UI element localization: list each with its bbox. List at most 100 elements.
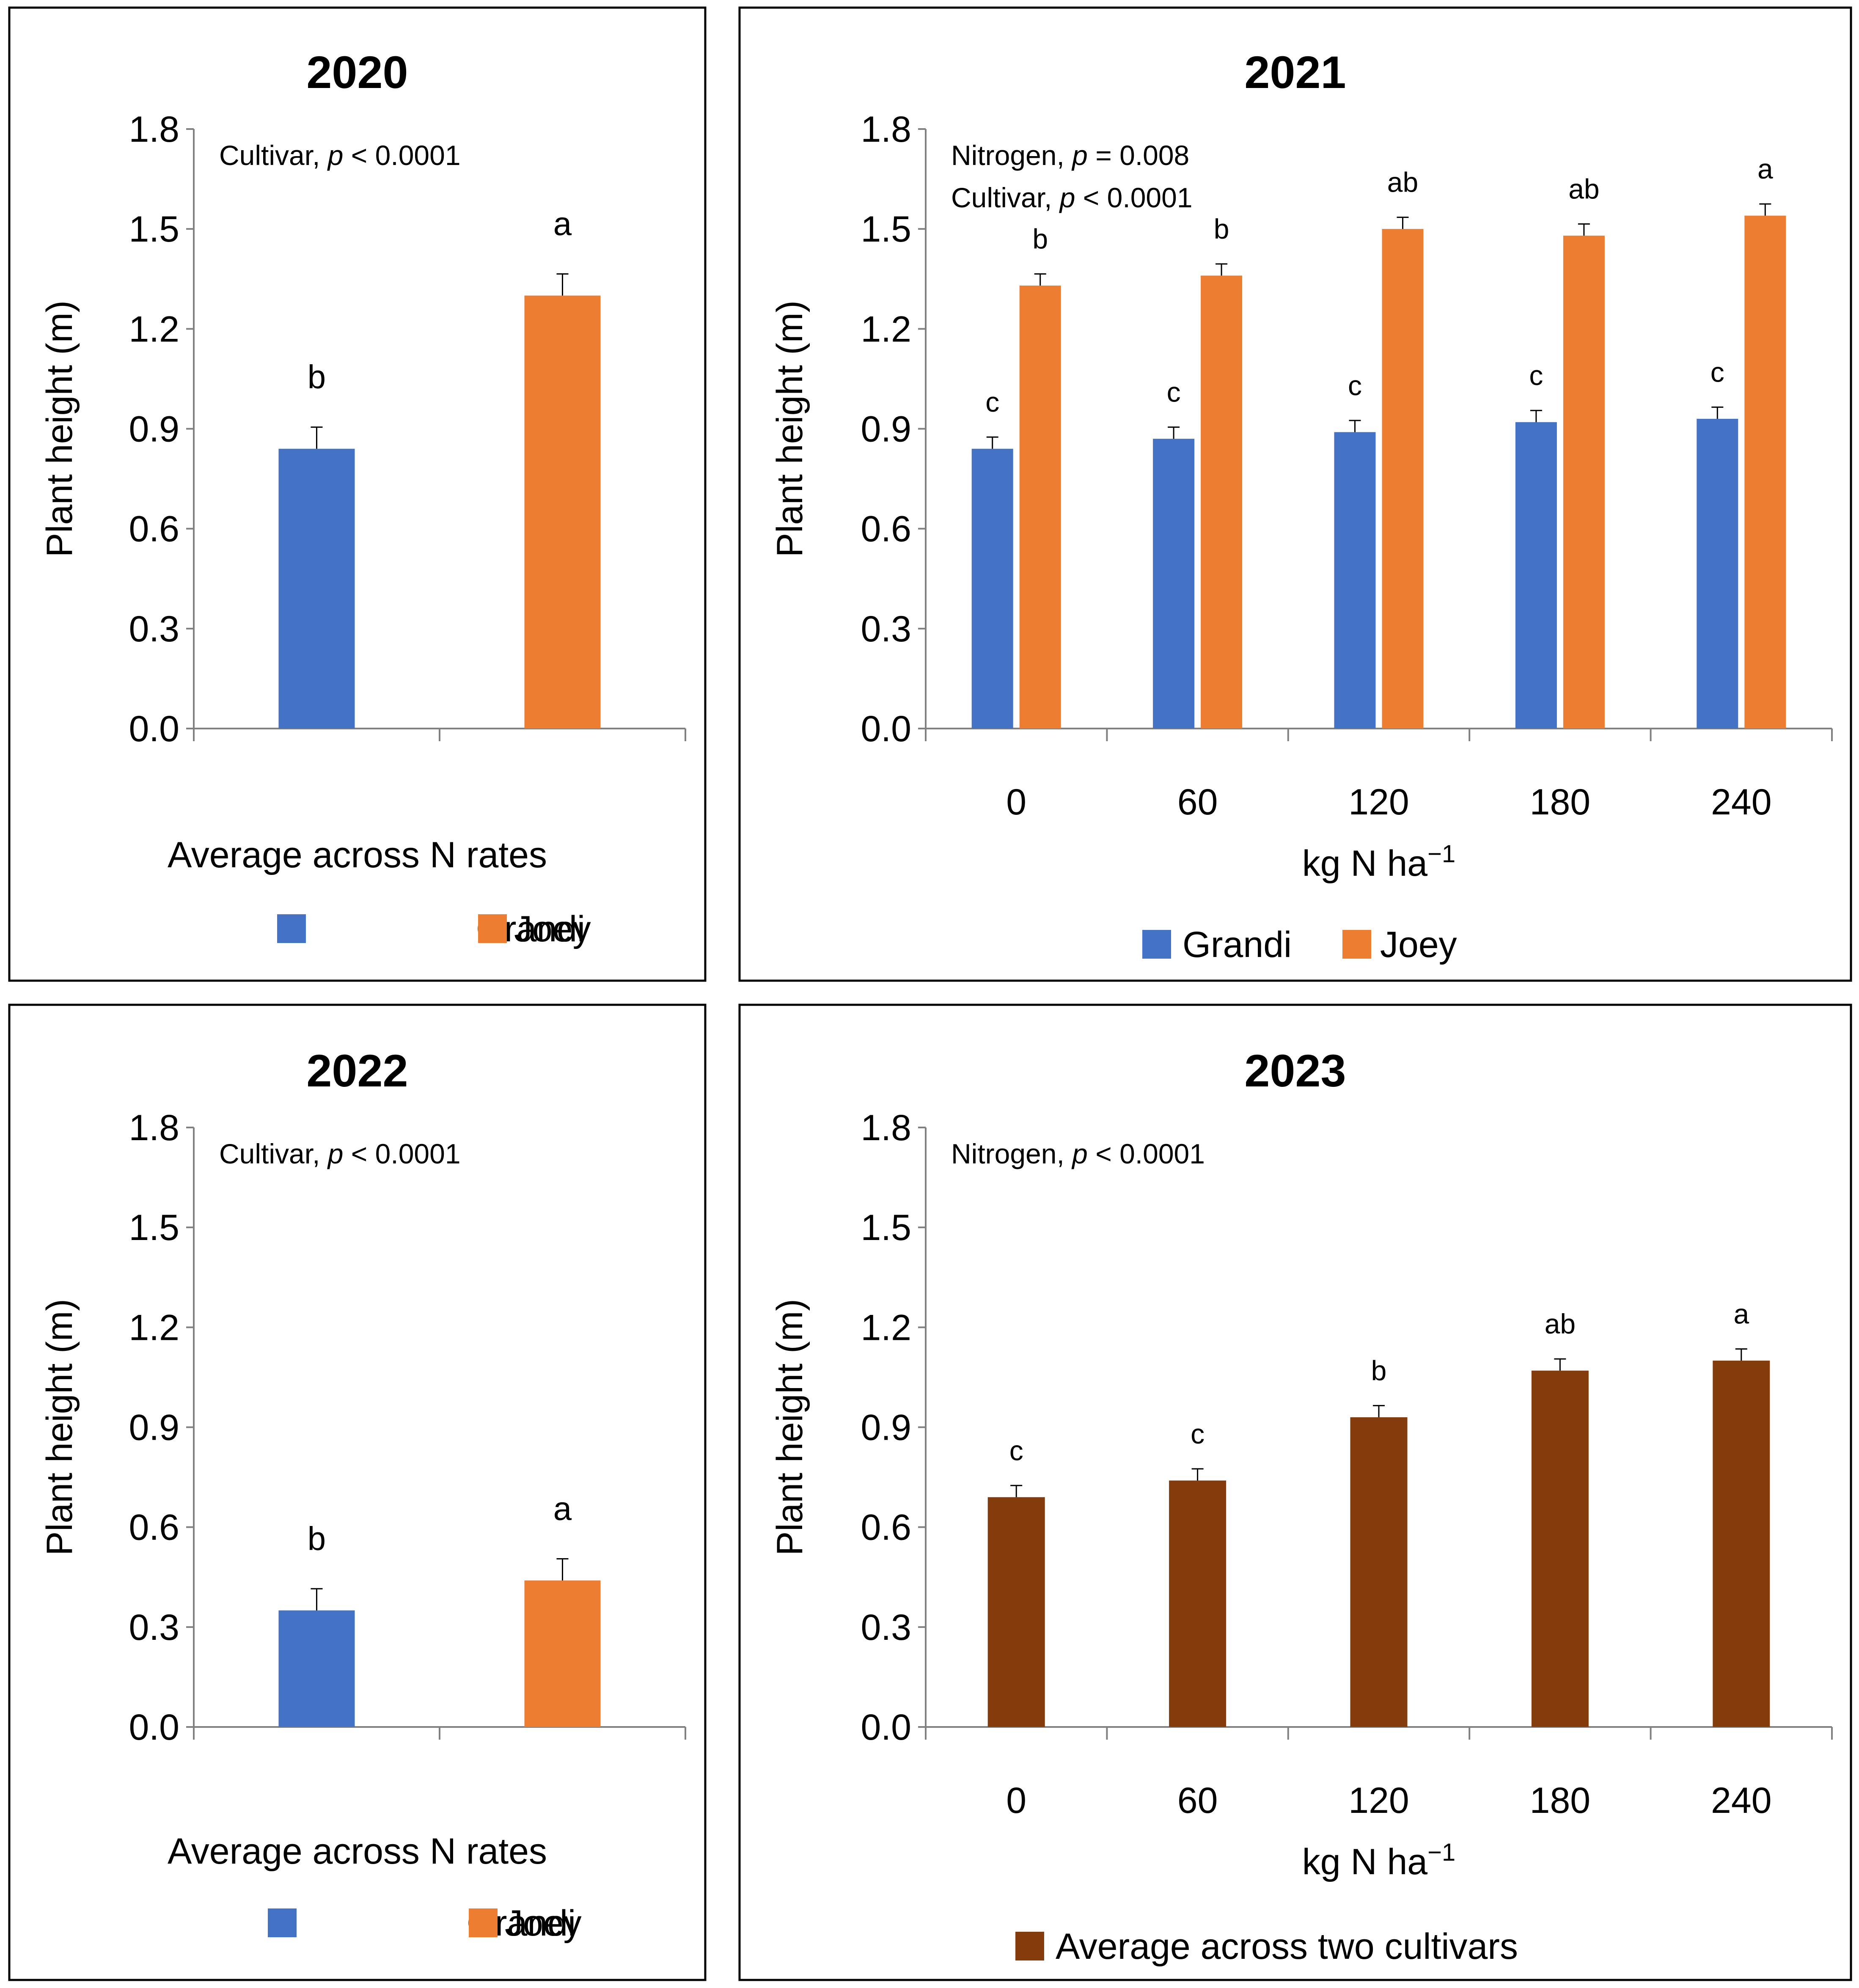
y-tick-label: 1.2	[861, 1307, 911, 1348]
legend-swatch	[277, 914, 306, 943]
y-tick-label: 0.0	[861, 1707, 911, 1748]
legend-label: Joey	[514, 909, 591, 949]
bar-Grandi	[278, 448, 355, 729]
y-tick-label: 0.6	[129, 1507, 179, 1548]
significance-letter: ab	[1545, 1308, 1576, 1339]
y-tick-label: 0.3	[129, 609, 179, 649]
x-axis-title: Average across N rates	[168, 835, 547, 875]
y-axis-title: Plant height (m)	[770, 1299, 810, 1556]
x-axis-title: kg N ha−1	[1302, 1839, 1456, 1883]
x-tick-label: 60	[1177, 782, 1218, 822]
y-tick-label: 1.2	[861, 309, 911, 349]
y-tick-label: 0.3	[861, 1607, 911, 1648]
panel-2022: 2022 0.0 0.3 0.6 0.9 1.2 1.5 1.8 Plant height (m…	[8, 1004, 707, 1981]
bar-Grandi	[1334, 432, 1376, 729]
x-tick-label: 240	[1711, 782, 1772, 822]
bar-Average across two cultivars	[1169, 1480, 1226, 1727]
significance-letter: c	[1529, 360, 1543, 391]
x-tick-label: 120	[1348, 782, 1409, 822]
x-axis-title: Average across N rates	[168, 1831, 547, 1872]
significance-letter: c	[1009, 1435, 1023, 1466]
y-tick-label: 1.2	[129, 1307, 179, 1348]
y-tick-label: 0.0	[861, 709, 911, 749]
x-tick-label: 240	[1711, 1780, 1772, 1821]
bar-Joey	[1019, 285, 1061, 729]
y-tick-label: 0.9	[129, 409, 179, 450]
y-tick-label: 1.5	[129, 209, 179, 250]
significance-letter: a	[1757, 153, 1773, 184]
legend-label: Average across two cultivars	[1056, 1926, 1518, 1967]
y-tick-label: 0.9	[129, 1408, 179, 1448]
y-axis-title: Plant height (m)	[770, 300, 810, 557]
significance-letter: b	[1032, 223, 1048, 254]
panel-2023: 2023 0.0 0.3 0.6 0.9 1.2 1.5 1.8 Plant height (m…	[738, 1004, 1852, 1981]
stat-annotation: Cultivar, p < 0.0001	[219, 1138, 461, 1169]
bar-Joey	[524, 295, 601, 729]
y-axis-title: Plant height (m)	[39, 1299, 80, 1556]
y-tick-label: 0.0	[129, 1707, 179, 1748]
bar-Grandi	[971, 448, 1013, 729]
significance-letter: c	[1191, 1418, 1204, 1449]
y-tick-label: 1.8	[129, 1108, 179, 1148]
x-axis-title: kg N ha−1	[1302, 840, 1456, 884]
x-tick-label: 180	[1530, 1780, 1591, 1821]
panel-2020: 2020 0.0 0.3 0.6 0.9 1.2 1.5 1.8 Plant height (m…	[8, 6, 707, 982]
stat-annotation: Cultivar, p < 0.0001	[219, 140, 461, 171]
y-tick-label: 1.8	[129, 109, 179, 150]
y-tick-label: 0.0	[129, 709, 179, 749]
significance-letter: a	[1733, 1298, 1749, 1330]
legend-label: Joey	[505, 1903, 582, 1944]
y-tick-label: 0.6	[861, 1507, 911, 1548]
y-tick-label: 1.5	[861, 209, 911, 250]
significance-letter: a	[553, 1490, 572, 1527]
y-tick-label: 0.9	[861, 1408, 911, 1448]
legend-swatch	[268, 1908, 297, 1937]
bar-Joey	[1563, 235, 1605, 729]
legend-label: Joey	[1380, 924, 1457, 965]
bar-Joey	[1744, 215, 1786, 729]
bar-Joey	[524, 1580, 601, 1727]
chart-title: 2023	[1244, 1045, 1346, 1096]
y-tick-label: 0.3	[861, 609, 911, 649]
bar-Average across two cultivars	[1713, 1361, 1770, 1727]
chart-title: 2021	[1244, 47, 1346, 98]
legend-swatch	[1015, 1932, 1044, 1961]
significance-letter: b	[308, 1520, 326, 1557]
y-tick-label: 1.2	[129, 309, 179, 349]
stat-annotation: Cultivar, p < 0.0001	[951, 182, 1193, 213]
x-tick-label: 0	[1006, 782, 1026, 822]
y-tick-label: 1.8	[861, 1108, 911, 1148]
x-tick-label: 0	[1006, 1780, 1026, 1821]
x-tick-label: 60	[1177, 1780, 1218, 1821]
significance-letter: b	[1214, 213, 1229, 245]
bar-Average across two cultivars	[987, 1497, 1045, 1727]
y-tick-label: 1.5	[861, 1207, 911, 1248]
bar-Grandi	[1153, 439, 1195, 729]
legend-swatch	[469, 1908, 498, 1937]
significance-letter: c	[1167, 377, 1181, 408]
y-tick-label: 1.8	[861, 109, 911, 150]
panel-frame	[738, 6, 1852, 982]
y-tick-label: 0.6	[861, 509, 911, 550]
significance-letter: b	[308, 358, 326, 396]
bar-Average across two cultivars	[1350, 1417, 1408, 1727]
bar-Grandi	[1515, 422, 1557, 729]
chart-title: 2022	[306, 1045, 408, 1096]
legend-swatch	[1342, 930, 1371, 959]
bar-Grandi	[278, 1610, 355, 1727]
significance-letter: c	[1710, 356, 1724, 388]
panel-2021: 2021 0.0 0.3 0.6 0.9 1.2 1.5 1.8 Plant height (m…	[738, 6, 1852, 982]
significance-letter: ab	[1568, 173, 1599, 204]
legend-label: Grandi	[1182, 924, 1292, 965]
x-tick-label: 120	[1348, 1780, 1409, 1821]
bar-Joey	[1201, 275, 1243, 729]
y-tick-label: 0.3	[129, 1607, 179, 1648]
y-tick-label: 0.9	[861, 409, 911, 450]
significance-letter: b	[1371, 1355, 1387, 1386]
bar-Grandi	[1697, 418, 1738, 729]
chart-title: 2020	[306, 47, 408, 98]
y-tick-label: 1.5	[129, 1207, 179, 1248]
panel-frame	[8, 1004, 707, 1981]
x-tick-label: 180	[1530, 782, 1591, 822]
